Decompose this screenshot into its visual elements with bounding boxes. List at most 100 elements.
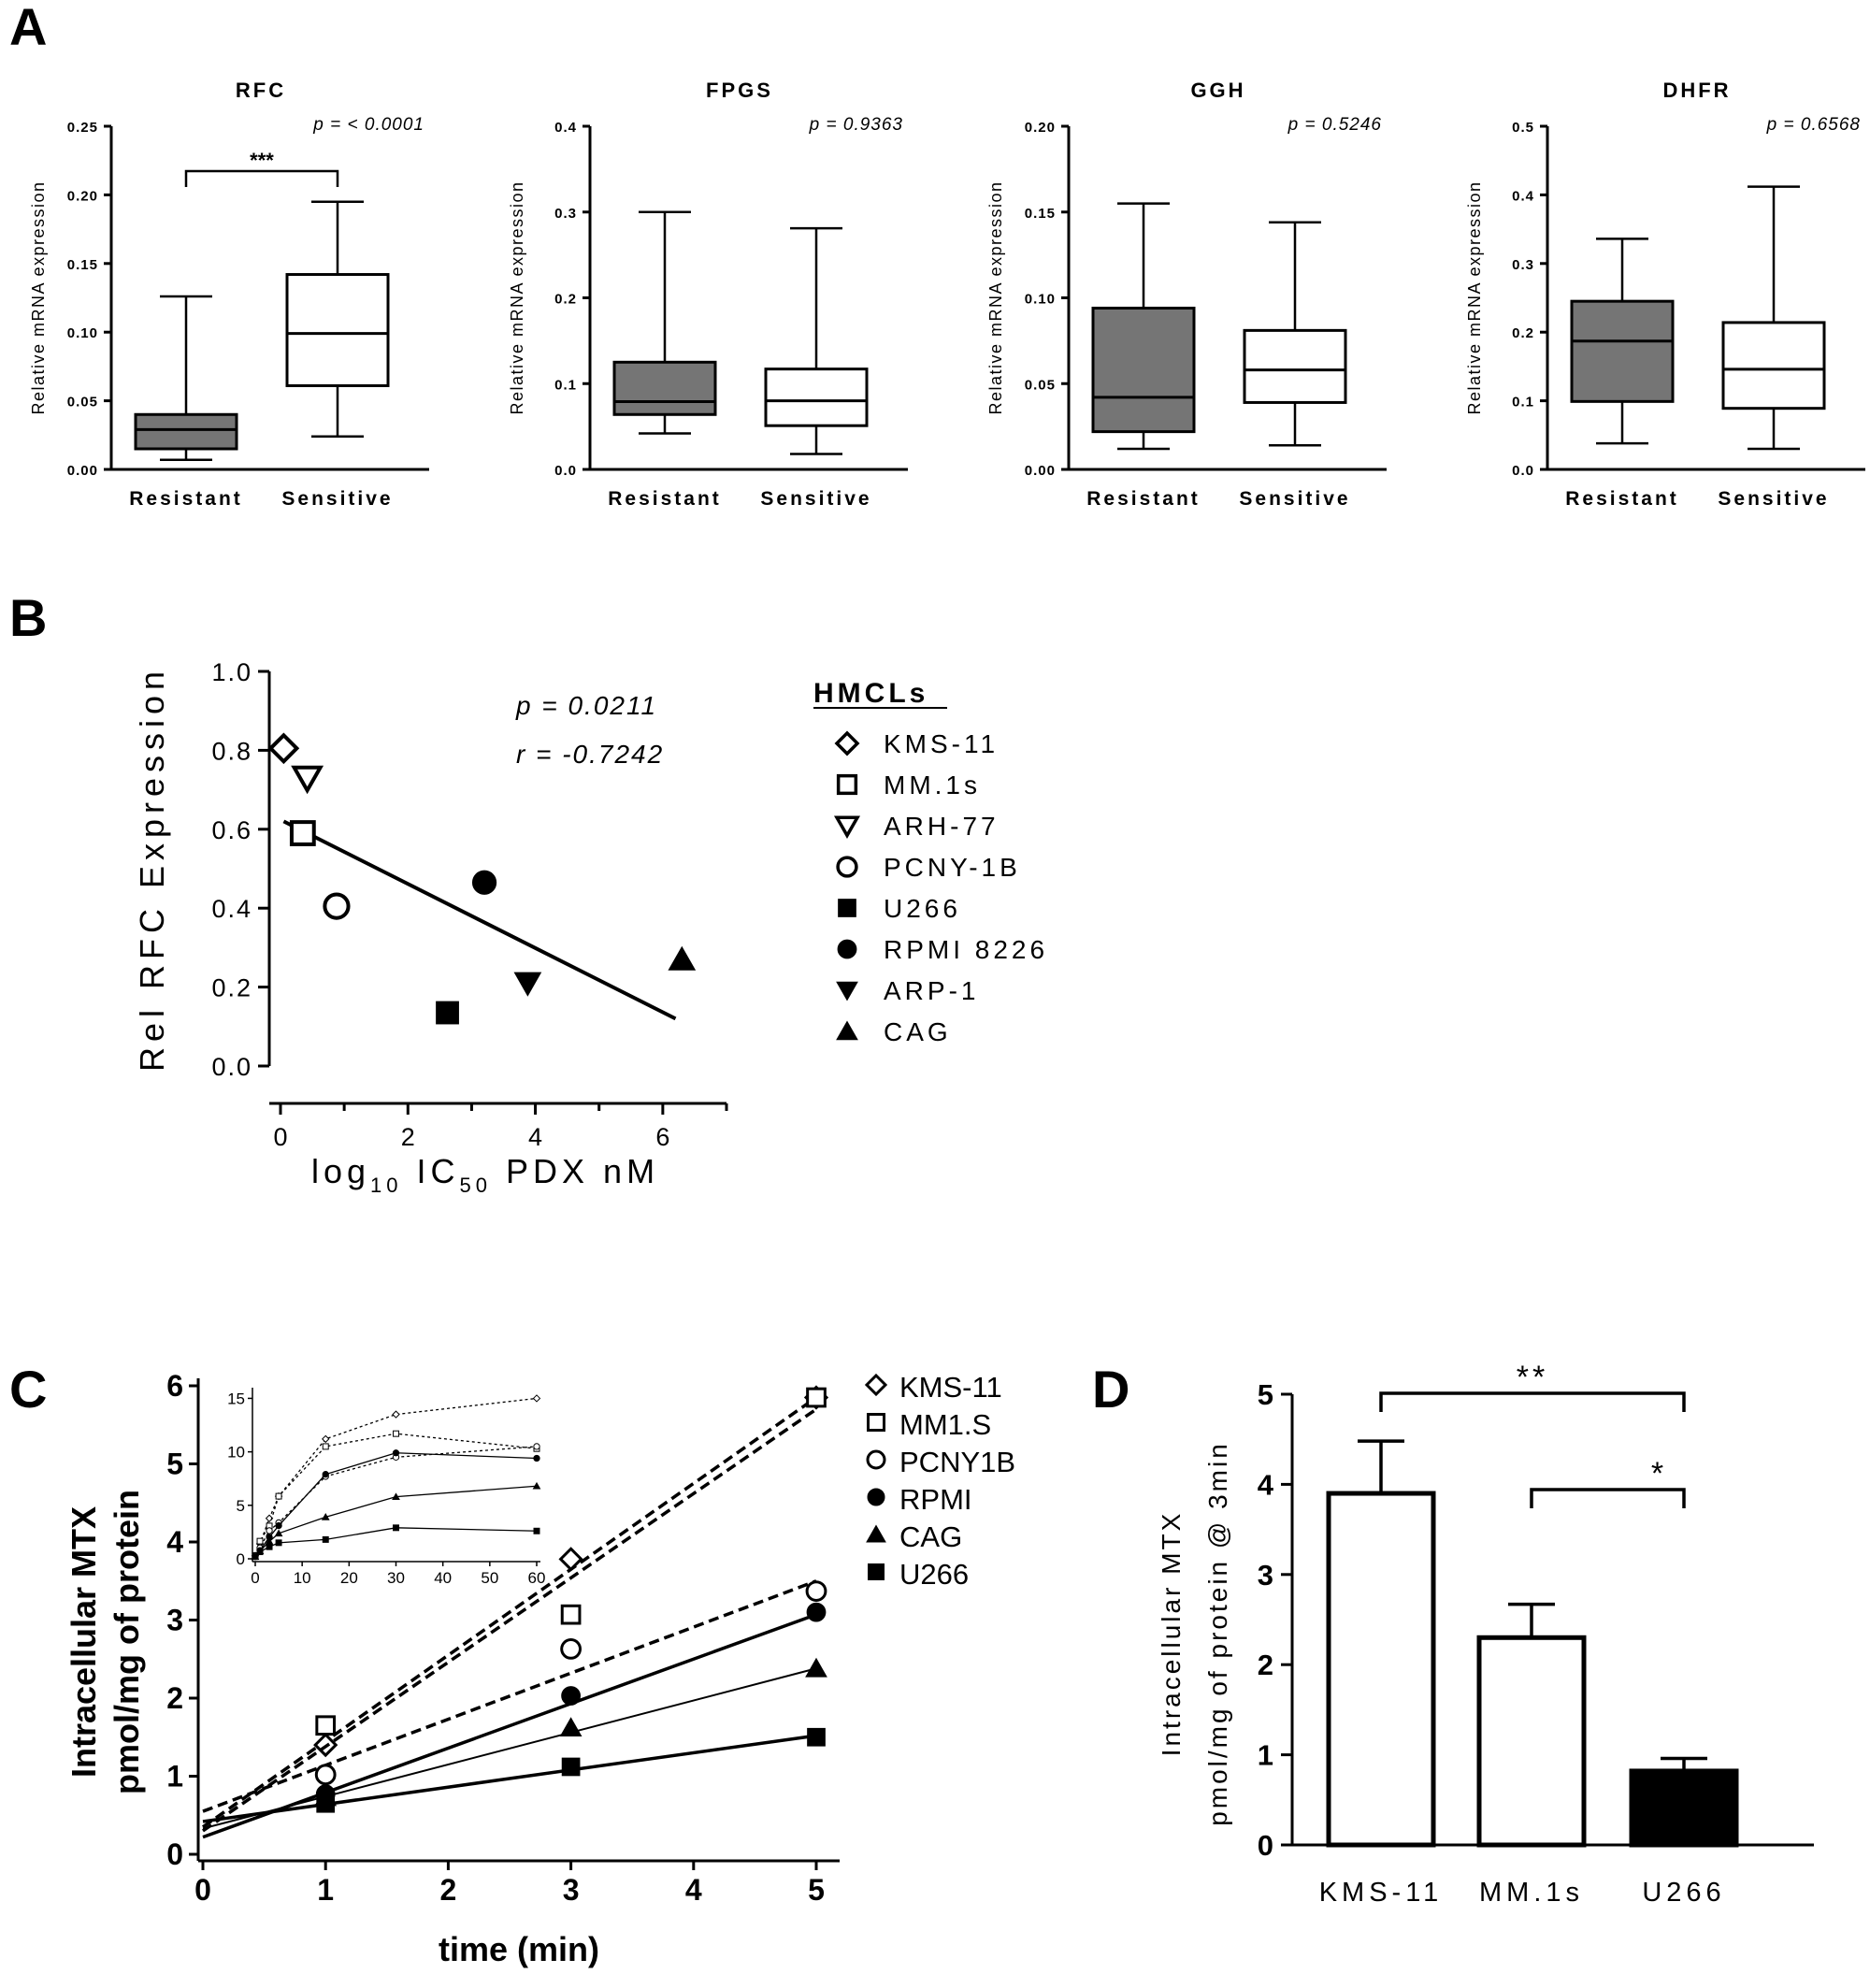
inset-x-tick-label: 0 (251, 1569, 259, 1587)
inset-series-kms-11 (251, 1394, 541, 1560)
inset-point (393, 1524, 399, 1532)
y-tick-label: 2 (1258, 1649, 1273, 1681)
y-tick-label: 1 (166, 1760, 183, 1794)
y-tick-label: 0.4 (554, 120, 577, 136)
iqr-box (1721, 321, 1826, 411)
p-value: p = < 0.0001 (312, 115, 424, 135)
category-label: Resistant (1565, 488, 1679, 510)
legend-marker (864, 1373, 888, 1397)
inset-point (392, 1410, 400, 1419)
iqr-box (134, 412, 238, 451)
point-mm-1s (289, 820, 316, 846)
inset-x-tick-label: 10 (294, 1569, 311, 1587)
inset-point (533, 1454, 540, 1462)
data-point (558, 1547, 583, 1572)
iqr-box (1243, 328, 1347, 404)
x-tick-label: 5 (808, 1873, 825, 1907)
data-point (561, 1757, 581, 1777)
category-label: Sensitive (760, 488, 871, 510)
fit-line (202, 1613, 817, 1839)
panel-label: D (1092, 1360, 1129, 1419)
chart-title: FPGS (706, 79, 773, 102)
y-tick-label: 0 (1258, 1829, 1273, 1862)
series-u266 (202, 1727, 826, 1823)
p-value: p = 0.6568 (1766, 115, 1861, 135)
y-tick-label: 0.1 (554, 377, 577, 393)
legend-marker (833, 815, 861, 839)
iqr-box (285, 273, 390, 387)
y-tick-label: 1 (1258, 1739, 1273, 1772)
x-tick-label: 0 (273, 1123, 287, 1151)
data-point (560, 1604, 582, 1625)
inset-chart: 0 5 10 15 0 10 20 30 40 50 60 (227, 1388, 545, 1587)
inset-point (266, 1543, 273, 1550)
legend-title: HMCLs (813, 678, 928, 709)
fit-line (202, 1407, 817, 1833)
panel-label: C (9, 1360, 47, 1419)
significance-bracket (184, 169, 339, 187)
inset-point (532, 1481, 541, 1490)
p-value: p = 0.9363 (809, 115, 903, 135)
legend-marker (867, 1413, 885, 1432)
x-axis-label: time (min) (439, 1930, 599, 1968)
inset-point (392, 1492, 400, 1500)
bar-mm-1s (1476, 1602, 1587, 1848)
y-tick-label: 0.5 (1512, 120, 1534, 136)
inset-point (275, 1539, 282, 1547)
x-axis-label-part: IC (403, 1152, 460, 1190)
inset-point (322, 1470, 329, 1478)
legend-marker (837, 939, 857, 959)
inset-series-cag (251, 1481, 541, 1561)
y-axis-label: Relative mRNA expression (29, 180, 48, 414)
inset-x-tick-label: 50 (481, 1569, 498, 1587)
y-axis-label: pmol/mg of protein (108, 1490, 146, 1794)
box-sensitive (764, 226, 869, 455)
p-value: p = 0.0211 (515, 691, 657, 720)
point-arh-77 (291, 765, 324, 795)
y-tick-label: 0.1 (1512, 395, 1534, 411)
iqr-box (1091, 307, 1196, 434)
iqr-box (1570, 299, 1675, 403)
panel-d-bar-chart: 0 1 2 3 4 5 Intracellular MTX pmol/mg of protei… (1157, 1360, 1814, 1908)
fit-line (202, 1734, 817, 1823)
box-plot-fpgs: FPGS p = 0.9363 0.0 0.1 0.2 0.3 0.4 Relative mR… (508, 79, 908, 510)
inset-series-u266 (252, 1524, 540, 1561)
y-tick-label: 0.20 (67, 188, 98, 204)
inset-point (274, 1529, 283, 1537)
x-axis-label: log10 IC50 PDX nM (311, 1152, 659, 1197)
inset-point (322, 1535, 329, 1543)
y-tick-label: 0.0 (1512, 463, 1534, 479)
legend-entry: U266 (899, 1558, 969, 1591)
category-label: Sensitive (1239, 488, 1350, 510)
p-value: p = 0.5246 (1287, 115, 1382, 135)
point-kms-11 (267, 732, 300, 765)
point-pcny-1b (323, 892, 351, 920)
data-point (315, 1715, 337, 1736)
legend-marker (838, 899, 856, 917)
box-resistant (134, 295, 238, 461)
inset-y-tick-label: 0 (237, 1550, 245, 1568)
y-tick-label: 4 (166, 1525, 183, 1559)
data-point (807, 1727, 826, 1747)
inset-point (322, 1434, 330, 1444)
x-tick-label: 0 (194, 1873, 211, 1907)
chart-title: DHFR (1662, 79, 1731, 102)
series-pcny1b (202, 1579, 827, 1813)
y-axis-label: Intracellular MTX (65, 1506, 103, 1778)
inset-point (322, 1443, 329, 1450)
legend-entry: U266 (884, 894, 961, 923)
legend-marker (836, 981, 858, 1001)
legend-entry: PCNY1B (899, 1446, 1015, 1478)
legend-entry: ARH-77 (884, 812, 1000, 841)
y-axis-label: Relative mRNA expression (986, 180, 1005, 414)
iqr-box (612, 360, 717, 416)
panel-label: A (9, 0, 47, 56)
significance-label: ** (1517, 1360, 1548, 1395)
inset-point (392, 1449, 400, 1457)
y-tick-label: 0.8 (211, 737, 252, 765)
x-tick-label: 4 (528, 1123, 542, 1151)
y-tick-label: 0.0 (554, 463, 577, 479)
y-tick-label: 0.05 (1025, 377, 1056, 393)
iqr-box (764, 367, 869, 427)
